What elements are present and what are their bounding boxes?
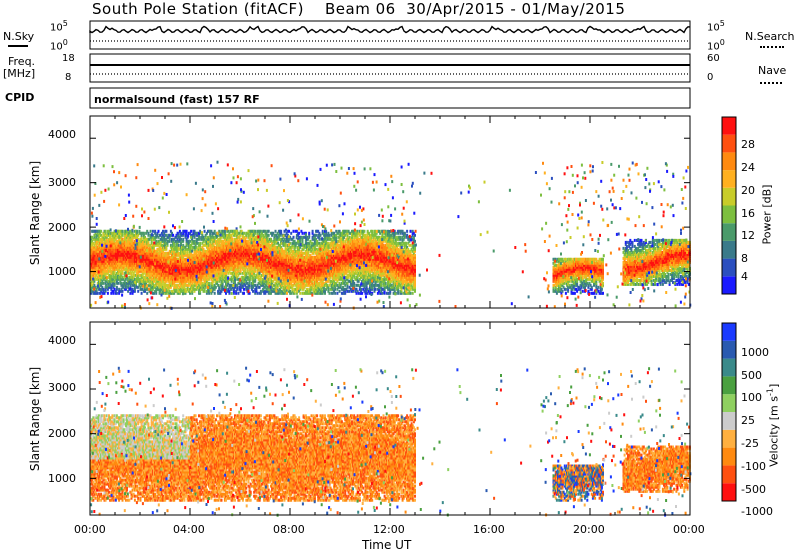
power-cell [270, 238, 272, 241]
power-cell [141, 292, 143, 295]
power-cell [260, 290, 262, 293]
power-cell [122, 230, 124, 233]
power-cell [102, 282, 104, 285]
power-cell [224, 230, 226, 233]
power-cell [165, 230, 167, 233]
power-cell [308, 232, 310, 235]
power-cell [204, 230, 206, 233]
power-cell [136, 230, 138, 233]
power-cell [186, 230, 188, 233]
freq-panel [90, 54, 690, 82]
power-cell [280, 230, 282, 233]
power-cell [172, 234, 174, 237]
power-cell [178, 244, 180, 247]
power-cell [189, 240, 191, 243]
power-cell [137, 290, 139, 293]
power-cell [117, 282, 119, 285]
power-cell [243, 288, 245, 291]
power-cell [208, 282, 210, 285]
power-cell [105, 230, 107, 233]
power-cell [100, 230, 102, 233]
power-cell [237, 292, 239, 295]
power-cell [214, 292, 216, 295]
power-cell [268, 234, 270, 237]
power-cell [102, 288, 104, 291]
power-cell [107, 292, 109, 295]
power-cell [288, 230, 290, 233]
cpid-panel [90, 88, 690, 108]
power-cell [293, 230, 295, 233]
power-cell [257, 292, 259, 295]
power-cell [232, 238, 234, 241]
power-cell [154, 230, 156, 233]
power-data-cells [90, 161, 691, 310]
power-cell [116, 286, 118, 289]
power-cell [199, 242, 201, 245]
power-cell [182, 238, 184, 241]
power-cell [302, 232, 304, 235]
nsky-panel [90, 21, 690, 49]
power-cell [190, 230, 192, 233]
power-cell [152, 230, 154, 233]
power-cell [158, 230, 160, 233]
power-cell [293, 236, 295, 239]
power-cell [252, 290, 254, 293]
power-cell [150, 230, 152, 233]
power-cell [298, 232, 300, 235]
power-cell [97, 292, 99, 295]
power-cell [214, 230, 216, 233]
power-cell [275, 230, 277, 233]
power-cell [146, 292, 148, 295]
power-cell [147, 232, 149, 235]
power-cell [268, 230, 270, 233]
power-cell [243, 292, 245, 295]
power-cell [254, 230, 256, 233]
power-cell [299, 292, 301, 295]
power-cell [122, 290, 124, 293]
power-cell [143, 232, 145, 235]
power-cell [290, 232, 292, 235]
nsky-series [90, 27, 690, 34]
power-cell [116, 292, 118, 295]
power-cell [243, 232, 245, 235]
